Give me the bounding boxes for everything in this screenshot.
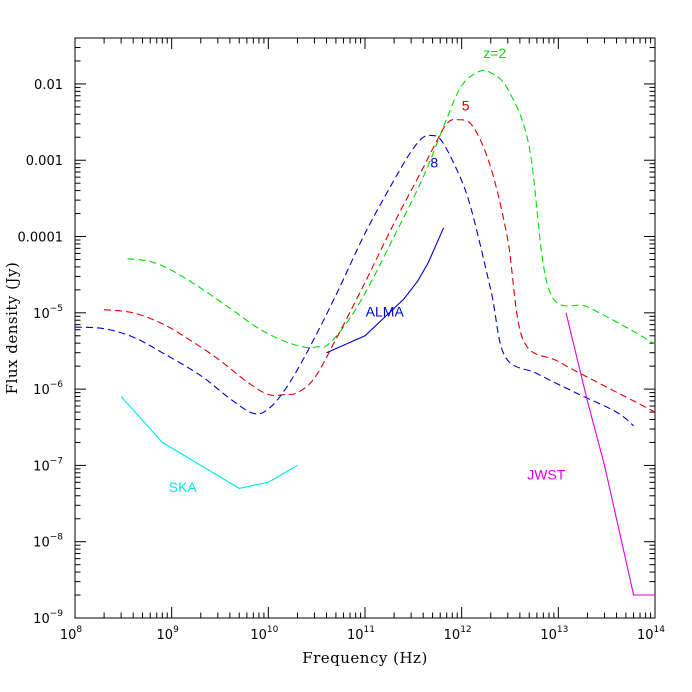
series-label: ALMA <box>366 303 405 319</box>
series-line-z-2 <box>127 69 656 349</box>
x-tick-label: 1014 <box>637 625 665 643</box>
series-labels: z=2 5 8 ALMA SKA JWST <box>169 45 566 495</box>
x-tick-label: 1013 <box>540 625 568 643</box>
x-tick-label: 1010 <box>250 625 278 643</box>
y-tick-labels: 10−9 10−8 10−7 10−6 10−5 0.0001 0.001 0.01 <box>18 78 64 627</box>
series-line-5 <box>104 118 656 413</box>
axis-ticks <box>74 37 655 619</box>
x-tick-label: 1011 <box>347 625 375 643</box>
series-line-ska <box>120 396 298 489</box>
y-axis-title: Flux density (Jy) <box>3 262 21 395</box>
y-tick-label: 10−8 <box>33 533 63 551</box>
x-axis-title: Frequency (Hz) <box>302 649 428 667</box>
series-label: 5 <box>462 97 470 113</box>
y-tick-label: 0.001 <box>26 154 63 169</box>
y-tick-label: 10−7 <box>33 456 63 474</box>
series-label: JWST <box>527 467 566 483</box>
series-label: SKA <box>169 479 198 495</box>
x-tick-labels: 108 109 1010 1011 1012 1013 1014 <box>60 625 665 643</box>
x-tick-label: 109 <box>157 625 180 643</box>
series-line-jwst <box>565 312 655 596</box>
plot-frame <box>74 37 656 619</box>
series-line-8 <box>74 134 634 427</box>
y-tick-label: 0.01 <box>34 78 63 93</box>
y-tick-label: 10−5 <box>33 304 63 322</box>
series-label: z=2 <box>483 45 506 61</box>
y-tick-label: 0.0001 <box>18 231 64 246</box>
y-tick-label: 10−6 <box>33 380 63 398</box>
x-tick-label: 108 <box>60 625 83 643</box>
x-tick-label: 1012 <box>444 625 472 643</box>
y-tick-label: 10−9 <box>33 609 63 627</box>
chart-series <box>74 69 656 596</box>
series-line-alma <box>326 227 445 354</box>
series-label: 8 <box>430 155 438 171</box>
